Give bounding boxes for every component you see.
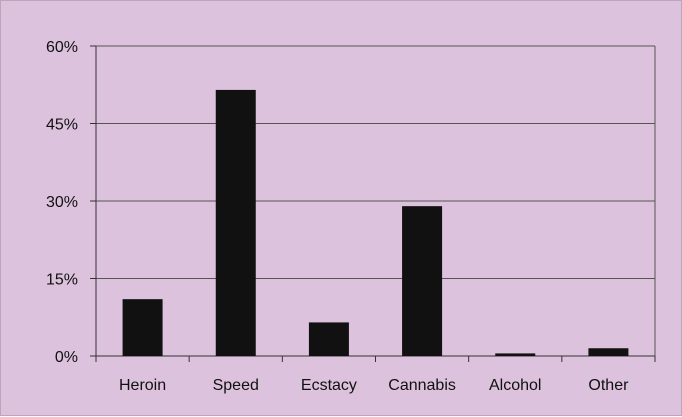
bar-speed: [215, 89, 256, 357]
x-tick-label: Ecstacy: [301, 377, 357, 394]
x-tick-label: Cannabis: [388, 377, 456, 394]
x-tick-label: Other: [588, 377, 629, 394]
y-tick-label: 15%: [46, 272, 78, 289]
y-tick-label: 60%: [46, 39, 78, 56]
bar-alcohol: [495, 353, 536, 356]
bar-cannabis: [402, 206, 443, 356]
bar-other: [588, 348, 629, 356]
bar-ecstacy: [308, 322, 349, 356]
bar-heroin: [122, 299, 163, 356]
y-tick-label: 45%: [46, 117, 78, 134]
x-tick-label: Alcohol: [489, 377, 541, 394]
y-tick-label: 0%: [55, 349, 78, 366]
x-tick-label: Speed: [213, 377, 259, 394]
x-tick-label: Heroin: [119, 377, 166, 394]
y-tick-label: 30%: [46, 194, 78, 211]
